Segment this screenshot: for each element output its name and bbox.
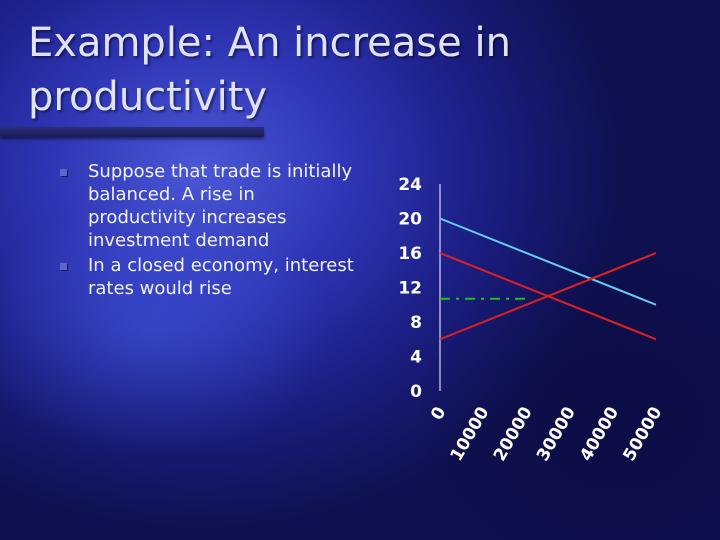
slide-title: Example: An increase in productivity	[28, 20, 511, 120]
y-tick-label: 4	[410, 348, 422, 368]
y-tick-label: 0	[410, 382, 422, 402]
y-tick-label: 16	[398, 244, 422, 264]
bullet-list: Suppose that trade is initially balanced…	[60, 160, 360, 302]
series-line	[439, 217, 657, 306]
y-tick-label: 20	[398, 210, 422, 230]
x-tick-label: 10000	[447, 403, 494, 464]
x-tick-label: 20000	[490, 403, 537, 464]
series-line	[439, 252, 657, 341]
x-tick-label: 40000	[576, 403, 623, 464]
title-underline-bar	[0, 127, 264, 137]
y-tick-label: 12	[398, 279, 422, 299]
y-tick-labels: 0 4 8 12 16 20 24	[398, 175, 422, 402]
x-tick-label: 50000	[619, 403, 666, 464]
chart-series	[439, 217, 657, 341]
square-bullet-icon	[60, 169, 67, 176]
y-tick-label: 8	[410, 313, 422, 333]
bullet-text: Suppose that trade is initially balanced…	[88, 161, 353, 251]
x-tick-label: 0	[427, 403, 450, 423]
y-tick-label: 24	[398, 175, 422, 195]
square-bullet-icon	[60, 263, 67, 270]
bullet-item: Suppose that trade is initially balanced…	[60, 160, 360, 252]
x-tick-label: 30000	[533, 403, 580, 464]
bullet-item: In a closed economy, interest rates woul…	[60, 254, 360, 300]
bullet-text: In a closed economy, interest rates woul…	[88, 255, 354, 299]
